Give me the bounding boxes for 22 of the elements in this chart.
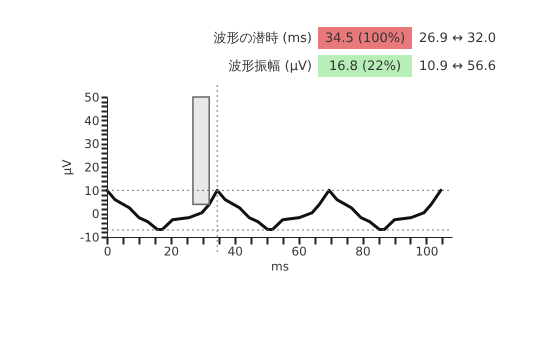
text: 波形振幅 (µV) (228, 59, 312, 74)
x-tick-label: 100 (415, 244, 438, 258)
x-tick-label: 40 (228, 244, 243, 258)
x-tick-label: 20 (164, 244, 180, 258)
y-tick-label: 40 (84, 114, 100, 128)
x-tick-label: 0 (104, 244, 112, 258)
text: 10.9 ↔ 56.6 (419, 59, 496, 74)
x-tick-label: 60 (292, 244, 307, 258)
x-tick-label: 80 (355, 244, 371, 258)
text: 34.5 (100%) (324, 31, 406, 46)
y-tick-label: 0 (92, 207, 100, 222)
x-axis-title: ms (271, 260, 289, 274)
y-tick-label: 20 (84, 160, 100, 174)
line-series (106, 188, 442, 232)
y-tick-label: -10 (80, 230, 100, 244)
y-tick-label: 10 (84, 184, 100, 198)
text: 26.9 ↔ 32.0 (419, 31, 496, 46)
y-tick-label: 50 (84, 90, 100, 104)
text: 16.8 (22%) (328, 59, 402, 74)
y-axis-title: µV (60, 158, 74, 176)
y-tick-label: 30 (84, 137, 100, 152)
text: 波形の潜時 (ms) (213, 31, 312, 46)
